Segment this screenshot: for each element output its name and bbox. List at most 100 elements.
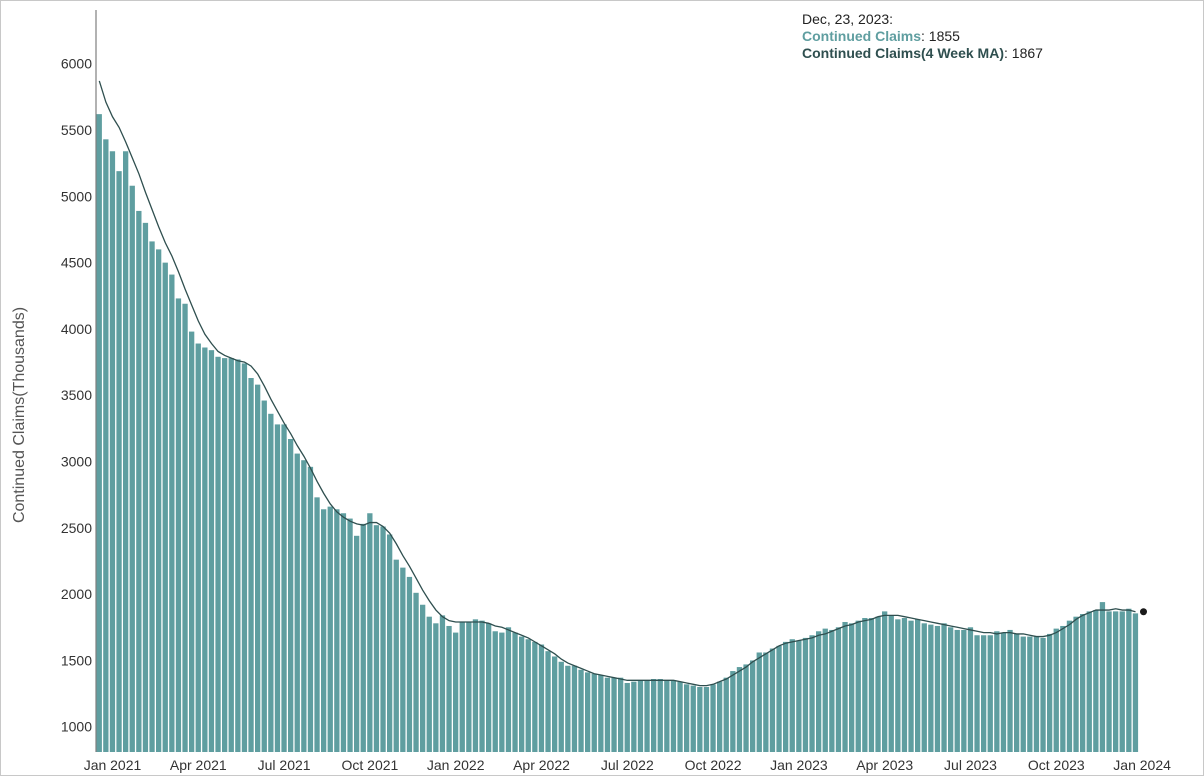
bar-week-142[interactable] (1033, 636, 1040, 752)
bar-week-102[interactable] (769, 648, 776, 752)
bar-week-10[interactable] (162, 262, 168, 752)
bar-week-53[interactable] (446, 625, 452, 752)
bar-week-27[interactable] (274, 424, 281, 752)
bar-week-154[interactable] (1113, 611, 1119, 752)
bar-week-23[interactable] (248, 378, 254, 752)
bar-week-52[interactable] (439, 615, 446, 752)
bar-week-111[interactable] (829, 629, 835, 752)
bar-week-120[interactable] (888, 615, 894, 752)
bar-week-157[interactable] (1132, 613, 1139, 752)
bar-week-54[interactable] (453, 632, 459, 752)
bar-week-2[interactable] (109, 151, 116, 752)
bar-week-82[interactable] (637, 680, 644, 752)
bar-week-24[interactable] (255, 384, 261, 752)
bar-week-78[interactable] (611, 677, 617, 752)
bar-week-56[interactable] (466, 621, 472, 752)
bar-week-47[interactable] (406, 576, 413, 752)
bar-week-17[interactable] (208, 350, 215, 752)
bar-week-36[interactable] (334, 509, 340, 752)
bar-week-132[interactable] (967, 627, 974, 752)
bar-week-137[interactable] (1000, 632, 1007, 752)
bar-week-58[interactable] (479, 620, 485, 752)
bar-week-21[interactable] (235, 359, 241, 752)
bar-week-119[interactable] (882, 611, 888, 752)
bar-week-144[interactable] (1047, 633, 1053, 752)
bar-week-50[interactable] (426, 616, 432, 752)
bar-week-85[interactable] (657, 679, 663, 752)
bar-week-136[interactable] (994, 631, 1000, 752)
bar-week-60[interactable] (492, 631, 498, 752)
bar-week-104[interactable] (783, 641, 789, 752)
bar-week-108[interactable] (809, 635, 815, 752)
bar-week-38[interactable] (347, 518, 353, 752)
bar-week-46[interactable] (400, 567, 406, 752)
bar-week-61[interactable] (499, 632, 505, 752)
bar-week-80[interactable] (624, 682, 630, 752)
bar-week-146[interactable] (1060, 625, 1066, 752)
bar-week-95[interactable] (723, 677, 729, 752)
bar-week-65[interactable] (525, 639, 531, 752)
bar-week-43[interactable] (380, 526, 386, 752)
bar-week-18[interactable] (215, 356, 221, 752)
bar-week-153[interactable] (1106, 611, 1112, 752)
bar-week-135[interactable] (987, 635, 993, 752)
bar-week-152[interactable] (1099, 602, 1106, 752)
bar-week-91[interactable] (697, 686, 703, 752)
bar-week-22[interactable] (241, 363, 248, 752)
bar-week-57[interactable] (472, 619, 479, 752)
bar-week-112[interactable] (835, 627, 842, 752)
bar-week-28[interactable] (281, 424, 287, 752)
bar-week-147[interactable] (1066, 620, 1073, 752)
bar-week-150[interactable] (1086, 611, 1092, 752)
bar-week-32[interactable] (307, 466, 314, 752)
bar-week-123[interactable] (908, 620, 914, 752)
bar-week-48[interactable] (413, 592, 419, 752)
bar-week-44[interactable] (387, 534, 393, 752)
bar-week-49[interactable] (420, 604, 426, 752)
bar-week-35[interactable] (327, 506, 333, 752)
bar-week-141[interactable] (1027, 636, 1033, 752)
bar-week-63[interactable] (512, 632, 518, 752)
bar-week-117[interactable] (868, 618, 875, 752)
bar-week-133[interactable] (974, 635, 980, 752)
bar-week-122[interactable] (901, 618, 908, 752)
bar-week-99[interactable] (750, 660, 756, 752)
bar-week-37[interactable] (340, 513, 347, 752)
bar-week-148[interactable] (1073, 616, 1079, 752)
bar-week-15[interactable] (195, 343, 201, 752)
bar-week-5[interactable] (129, 185, 135, 753)
bar-week-129[interactable] (948, 627, 954, 752)
bar-week-81[interactable] (631, 681, 637, 752)
bar-week-9[interactable] (156, 249, 162, 752)
bar-week-97[interactable] (736, 667, 743, 752)
bar-week-7[interactable] (142, 222, 149, 753)
bar-week-149[interactable] (1080, 614, 1086, 752)
bar-week-115[interactable] (855, 620, 861, 752)
bar-week-1[interactable] (103, 139, 109, 752)
bar-week-64[interactable] (519, 636, 525, 752)
bar-week-109[interactable] (816, 631, 822, 752)
bar-week-138[interactable] (1007, 629, 1013, 752)
bar-week-124[interactable] (915, 619, 921, 752)
bar-week-107[interactable] (802, 637, 809, 752)
bar-week-155[interactable] (1119, 611, 1125, 752)
bar-week-33[interactable] (314, 497, 320, 752)
bar-week-73[interactable] (578, 669, 584, 752)
bar-week-13[interactable] (182, 303, 188, 752)
bar-week-6[interactable] (136, 210, 142, 752)
bar-week-16[interactable] (202, 347, 208, 753)
bar-week-96[interactable] (730, 671, 736, 752)
bar-week-69[interactable] (552, 656, 558, 752)
bar-week-125[interactable] (921, 623, 927, 752)
bar-week-116[interactable] (862, 618, 868, 752)
bar-week-126[interactable] (928, 624, 934, 752)
bar-week-71[interactable] (565, 665, 571, 752)
bar-week-67[interactable] (538, 644, 545, 752)
bar-week-140[interactable] (1020, 636, 1026, 752)
bar-week-114[interactable] (849, 623, 855, 752)
bar-week-40[interactable] (360, 523, 366, 752)
bar-week-92[interactable] (703, 686, 710, 752)
bar-week-89[interactable] (684, 684, 690, 752)
bar-week-127[interactable] (934, 625, 941, 752)
bar-week-151[interactable] (1093, 610, 1099, 752)
